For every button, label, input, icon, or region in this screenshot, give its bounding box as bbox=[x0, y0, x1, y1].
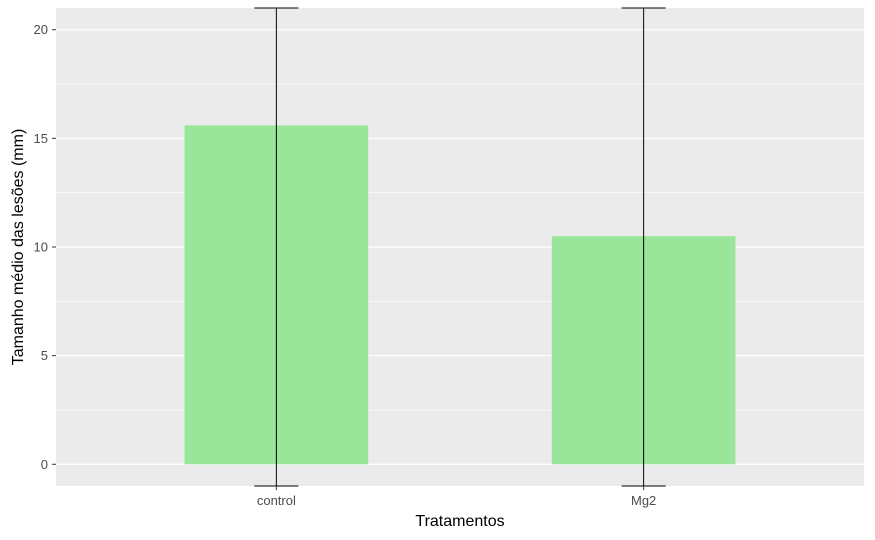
y-tick-label: 5 bbox=[41, 348, 48, 363]
y-tick-label: 0 bbox=[41, 457, 48, 472]
y-tick-label: 15 bbox=[34, 131, 48, 146]
error-bars bbox=[254, 7, 666, 487]
y-axis-title: Tamanho médio das lesões (mm) bbox=[10, 129, 27, 366]
y-tick-label: 10 bbox=[34, 240, 48, 255]
y-tick-label: 20 bbox=[34, 22, 48, 37]
x-tick-label: Mg2 bbox=[631, 493, 656, 508]
x-axis: control Mg2 bbox=[257, 486, 656, 508]
y-axis: 0 5 10 15 20 bbox=[34, 22, 56, 472]
x-axis-title: Tratamentos bbox=[415, 513, 504, 530]
x-tick-label: control bbox=[257, 493, 296, 508]
